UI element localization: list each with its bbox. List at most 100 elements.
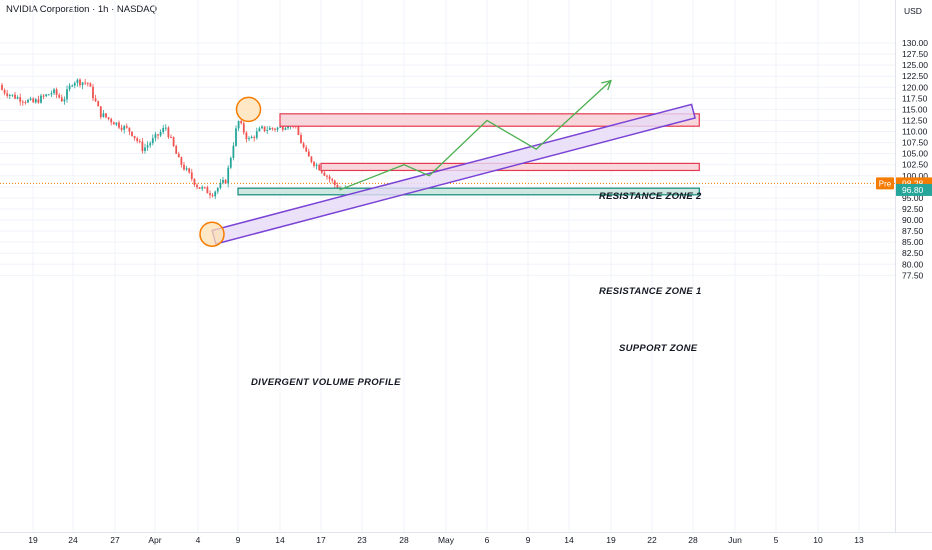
- candle-body: [305, 147, 308, 152]
- candle-body: [310, 156, 313, 163]
- candle-body: [50, 93, 53, 95]
- candle-body: [164, 127, 167, 129]
- candle-body: [16, 97, 19, 99]
- price-tick-label: 100.00: [902, 171, 928, 181]
- candle-body: [214, 191, 217, 197]
- candle-body: [302, 143, 305, 148]
- time-tick-label: 24: [68, 535, 78, 545]
- candle-body: [284, 128, 287, 130]
- candle-body: [336, 184, 339, 190]
- candle-body: [94, 98, 97, 102]
- time-tick-label: 27: [110, 535, 120, 545]
- candle-body: [242, 123, 245, 133]
- time-tick-label: 28: [688, 535, 698, 545]
- projection-path[interactable]: [339, 79, 612, 191]
- time-tick-label: 17: [316, 535, 326, 545]
- candle-body: [27, 99, 29, 103]
- resistance-zone-2-label: RESISTANCE ZONE 2: [599, 191, 702, 202]
- candle-body: [68, 85, 71, 90]
- candle-body: [136, 138, 139, 142]
- candle-body: [235, 128, 237, 146]
- time-tick-label: 14: [275, 535, 285, 545]
- time-tick-label: 28: [399, 535, 409, 545]
- candle-body: [227, 167, 230, 184]
- highlight-circles[interactable]: [199, 96, 262, 247]
- time-tick-label: 9: [236, 535, 241, 545]
- candle-body: [97, 101, 100, 107]
- last-price-badge: [896, 183, 932, 196]
- candle-body: [162, 127, 165, 133]
- candle-body: [188, 168, 191, 173]
- candle-body: [268, 127, 271, 130]
- candle-body: [55, 89, 58, 95]
- time-tick-label: 10: [813, 535, 823, 545]
- candle-body: [190, 172, 193, 179]
- candle-body: [203, 187, 206, 189]
- price-tick-label: 77.50: [902, 270, 924, 280]
- candle-body: [331, 179, 334, 181]
- price-tick-label: 82.50: [902, 248, 924, 258]
- price-tick-label: 115.00: [902, 104, 928, 114]
- candle-body: [206, 187, 209, 194]
- candle-body: [248, 138, 250, 140]
- time-tick-label: Jun: [728, 535, 742, 545]
- candle-body: [92, 86, 94, 99]
- candle-body: [250, 136, 253, 139]
- candle-body: [76, 79, 79, 83]
- price-tick-label: 110.00: [902, 127, 928, 137]
- projection-line[interactable]: [339, 80, 612, 191]
- candle-body: [110, 118, 113, 123]
- time-tick-label: 4: [196, 535, 201, 545]
- candle-body: [60, 97, 63, 102]
- candle-body: [84, 82, 87, 84]
- projection-arrowhead: [601, 79, 612, 91]
- candle-body: [86, 82, 89, 84]
- candle-body: [245, 132, 248, 140]
- currency-label[interactable]: USD: [904, 6, 922, 16]
- time-tick-label: 14: [564, 535, 574, 545]
- price-tick-label: 130.00: [902, 38, 928, 48]
- candle-body: [66, 89, 68, 100]
- candle-body: [21, 101, 24, 103]
- candle-body: [1, 85, 3, 91]
- candle-body: [198, 187, 201, 189]
- pre-badge-label: Pre: [879, 179, 892, 188]
- high-circle[interactable]: [235, 96, 262, 123]
- candle-body: [8, 94, 11, 96]
- support-zone[interactable]: [237, 187, 700, 196]
- price-axis[interactable]: USD 130.00127.50125.00122.50120.00117.50…: [895, 0, 932, 532]
- price-tick-label: 112.50: [902, 115, 928, 125]
- candle-body: [287, 126, 289, 129]
- support-zone-label: SUPPORT ZONE: [619, 343, 698, 354]
- candle-body: [170, 137, 172, 139]
- low-circle[interactable]: [199, 221, 225, 247]
- time-axis[interactable]: 19 24 27 Apr 4 9 14 17 23 28 May 6 9 14 19 22 28 Jun 5 10 13: [0, 532, 932, 546]
- candle-body: [157, 134, 159, 136]
- candle-body: [175, 146, 178, 154]
- time-tick-label: Apr: [148, 535, 161, 545]
- time-tick-label: 22: [647, 535, 657, 545]
- candle-body: [19, 97, 22, 102]
- time-tick-label: May: [438, 535, 455, 545]
- candle-body: [37, 99, 40, 103]
- price-tick-label: 87.50: [902, 226, 924, 236]
- candle-body: [240, 120, 243, 124]
- price-tick-label: 127.50: [902, 49, 928, 59]
- resistance-zone-2[interactable]: [279, 113, 700, 127]
- price-tick-label: 85.00: [902, 237, 924, 247]
- price-tick-label: 80.00: [902, 259, 924, 269]
- candle-body: [118, 122, 120, 128]
- candle-body: [58, 94, 61, 98]
- candle-body: [167, 127, 170, 138]
- candle-body: [183, 164, 185, 170]
- price-tick-label: 122.50: [902, 71, 928, 81]
- candle-body: [253, 136, 256, 138]
- candle-body: [266, 129, 269, 131]
- candle-body: [151, 138, 154, 144]
- candle-body: [107, 117, 110, 119]
- candle-body: [138, 141, 141, 143]
- last-price-label: 96.80: [902, 185, 924, 195]
- candle-body: [180, 157, 183, 165]
